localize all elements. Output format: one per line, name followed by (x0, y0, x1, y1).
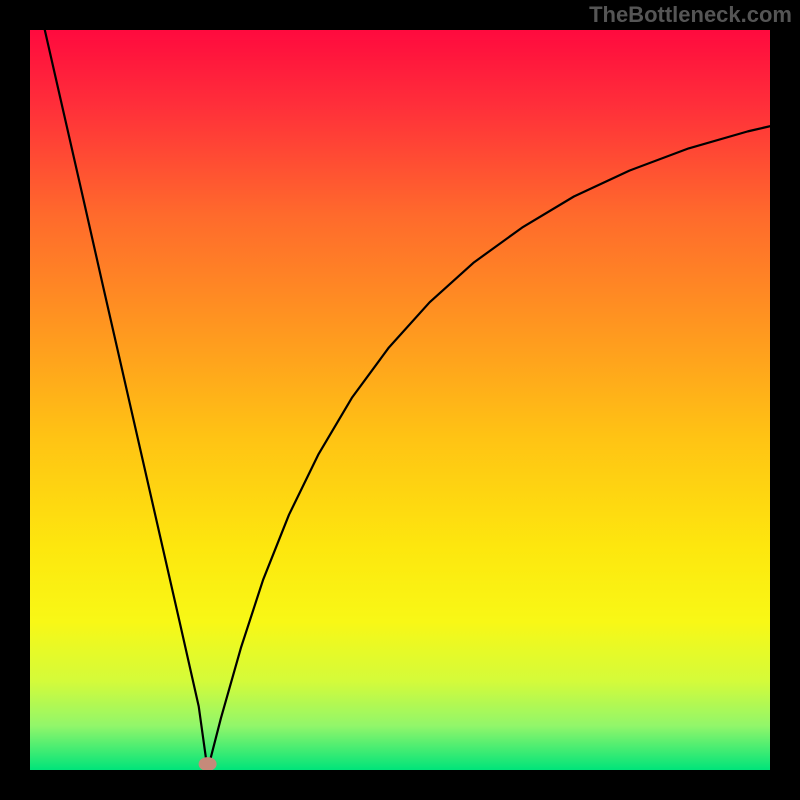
gradient-background (30, 30, 770, 770)
chart-container: TheBottleneck.com (0, 0, 800, 800)
plot-svg (30, 30, 770, 770)
watermark-text: TheBottleneck.com (589, 2, 792, 28)
plot-area (30, 30, 770, 770)
